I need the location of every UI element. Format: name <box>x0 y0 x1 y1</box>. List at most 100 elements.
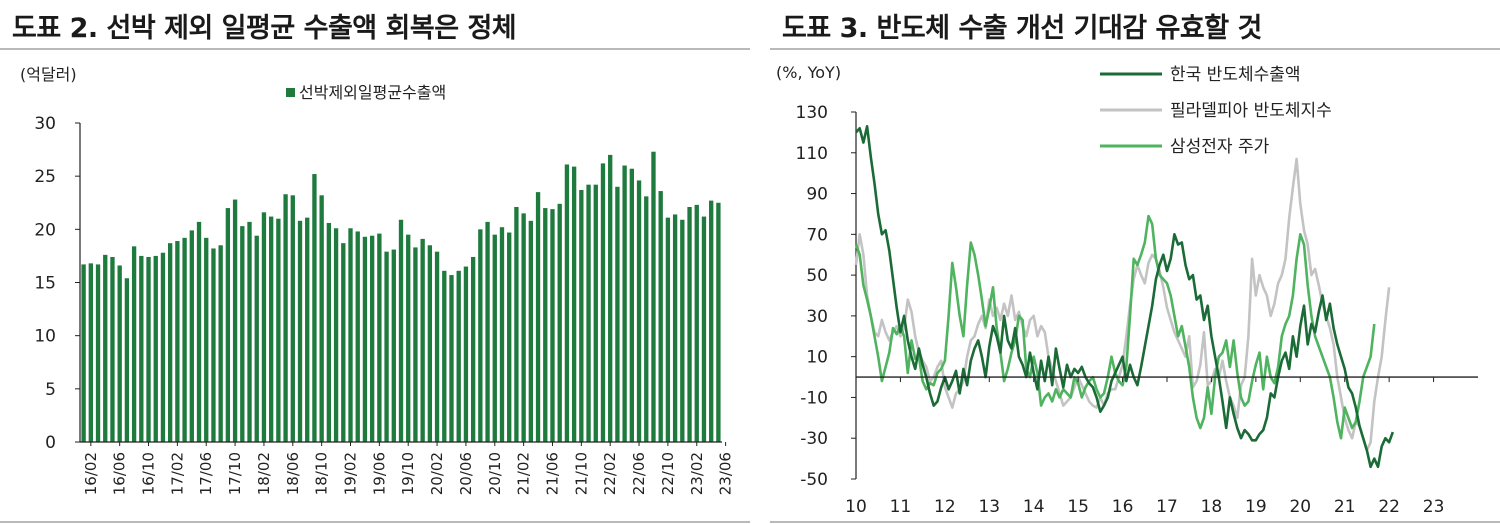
bar <box>153 255 158 442</box>
y-tick-label-20: 20 <box>34 220 56 240</box>
bar <box>290 195 295 442</box>
y-tick-label-0: 0 <box>45 433 56 453</box>
right-chart-panel: 도표 3. 반도체 수출 개선 기대감 유효할 것 (%, YoY) -50 -30… <box>770 0 1500 524</box>
y-tick-label--10: -10 <box>800 388 828 408</box>
right-bottom-rule <box>770 521 1500 523</box>
bar <box>160 252 166 442</box>
bar <box>348 228 353 442</box>
x-tick-label: 21 <box>1334 497 1356 517</box>
x-tick-label: 13 <box>978 497 1000 517</box>
y-tick-label-5: 5 <box>45 380 56 400</box>
bar <box>535 192 541 442</box>
bar <box>369 235 375 442</box>
x-tick-label: 20/10 <box>486 452 504 495</box>
x-tick-label: 19/10 <box>399 452 417 495</box>
x-tick-label: 23/06 <box>717 452 735 495</box>
bar <box>644 196 649 442</box>
x-tick-label: 22/10 <box>659 452 677 495</box>
bar <box>701 216 707 442</box>
left-bar-chart: (억달러) 선박제외일평균수출액 0 5 10 15 20 25 30 16/02 16/06 16/… <box>20 65 735 495</box>
legend-swatch-export <box>286 88 295 97</box>
y-tick-label-110: 110 <box>796 144 828 164</box>
bar <box>593 184 598 443</box>
x-tick-label: 19/06 <box>370 452 388 495</box>
bar <box>470 256 476 442</box>
bar <box>622 165 627 442</box>
x-tick-label: 19/02 <box>342 452 360 495</box>
bar <box>694 204 699 442</box>
bar <box>427 245 433 442</box>
bar <box>636 180 642 443</box>
bar <box>557 203 562 442</box>
x-tick-label: 22/02 <box>601 452 619 495</box>
series-line-0 <box>855 125 1395 469</box>
bar <box>672 214 678 442</box>
bar <box>528 220 534 442</box>
bar <box>406 234 411 442</box>
bar <box>507 232 512 442</box>
bar <box>204 237 209 442</box>
x-tick-label: 18 <box>1201 497 1223 517</box>
bar <box>579 189 584 442</box>
bar <box>268 216 274 442</box>
bar <box>629 168 634 442</box>
bar <box>514 207 519 442</box>
bar <box>716 202 721 442</box>
y-tick-label-70: 70 <box>806 225 828 245</box>
x-tick-label: 18/02 <box>255 452 273 495</box>
bar <box>651 151 656 442</box>
y-tick-label-15: 15 <box>34 274 56 294</box>
bar <box>319 195 324 442</box>
legend-label-1: 필라델피아 반도체지수 <box>1170 101 1332 121</box>
x-tick-label: 16/02 <box>82 452 100 495</box>
bar <box>499 227 505 442</box>
x-tick-label: 15 <box>1067 497 1089 517</box>
bar <box>81 264 86 442</box>
bar <box>276 218 281 442</box>
y-tick-label-130: 130 <box>796 103 828 123</box>
x-tick-label: 22 <box>1378 497 1400 517</box>
left-chart-title: 도표 2. 선박 제외 일평균 수출액 회복은 정체 <box>12 13 517 44</box>
x-tick-label: 19 <box>1245 497 1267 517</box>
bar <box>88 263 93 442</box>
x-tick-label: 23/02 <box>688 452 706 495</box>
bar <box>341 243 346 442</box>
bar <box>478 229 483 442</box>
bar <box>124 278 130 442</box>
bar <box>521 213 526 442</box>
x-tick-label: 22/06 <box>630 452 648 495</box>
bar <box>709 200 714 442</box>
x-tick-label: 16/10 <box>140 452 158 495</box>
bar <box>420 238 425 442</box>
bar <box>283 194 288 442</box>
legend-label-2: 삼성전자 주가 <box>1170 137 1270 157</box>
bar <box>687 207 692 442</box>
x-tick-label: 20/02 <box>428 452 446 495</box>
bar <box>232 199 238 442</box>
bar <box>333 228 339 442</box>
bar <box>564 164 570 442</box>
bar <box>110 256 115 442</box>
x-tick-label: 16 <box>1112 497 1134 517</box>
y-tick-label--50: -50 <box>800 470 828 490</box>
bar <box>189 230 194 442</box>
bar <box>218 245 223 442</box>
bar <box>131 246 137 442</box>
bar <box>449 275 454 442</box>
right-line-chart: (%, YoY) -50 -30 -10 10 30 50 70 90 110 130 10 11 12 1… <box>776 63 1478 517</box>
bar <box>413 247 418 442</box>
bar <box>196 221 202 442</box>
bar <box>355 231 360 442</box>
bar <box>600 163 606 442</box>
bar <box>442 270 447 442</box>
x-tick-label: 16/06 <box>111 452 129 495</box>
x-tick-label: 17/06 <box>197 452 215 495</box>
bar <box>362 236 368 442</box>
x-tick-label: 23 <box>1423 497 1445 517</box>
bar <box>680 219 685 442</box>
bar <box>211 248 216 442</box>
bar <box>543 208 548 442</box>
bar <box>398 219 404 442</box>
bar <box>586 184 591 443</box>
bar <box>305 217 310 442</box>
